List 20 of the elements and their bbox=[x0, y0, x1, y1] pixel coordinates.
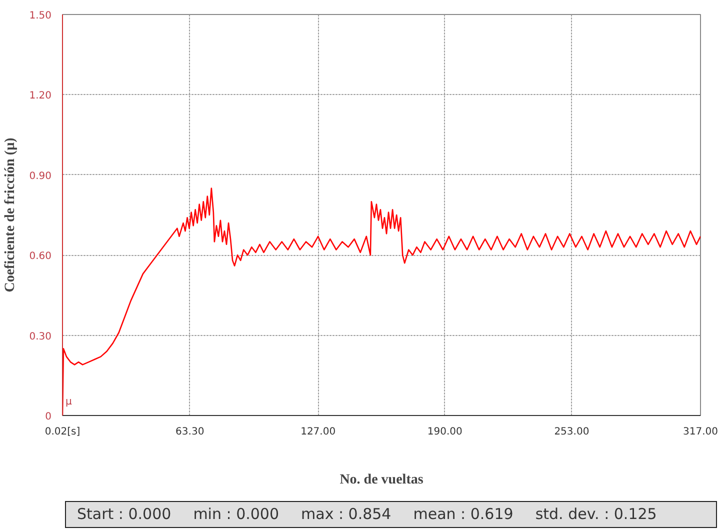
text: mean : 0.619 bbox=[413, 505, 514, 523]
y-tick-label: 0.30 bbox=[29, 331, 52, 342]
text: std. dev. : 0.125 bbox=[535, 505, 657, 523]
x-tick-label: 253.00 bbox=[554, 426, 590, 438]
y-tick-label: 0.60 bbox=[29, 251, 52, 262]
text: min : 0.000 bbox=[193, 505, 280, 523]
y-tick-label: 0 bbox=[45, 412, 52, 422]
x-tick-label: 190.00 bbox=[427, 426, 462, 438]
x-tick-label: 0.02[s] bbox=[44, 426, 80, 438]
x-axis-title: No. de vueltas bbox=[340, 472, 424, 488]
y-tick-label: 0.90 bbox=[29, 170, 52, 182]
text: Start : 0.000 bbox=[77, 505, 172, 523]
text: max : 0.854 bbox=[301, 505, 392, 523]
x-tick-label: 127.00 bbox=[300, 426, 336, 438]
annotation: µ bbox=[66, 396, 72, 408]
y-axis-title: Coeficiente de fricción (µ) bbox=[3, 137, 18, 292]
x-tick-label: 63.30 bbox=[176, 426, 204, 438]
y-tick-label: 1.20 bbox=[29, 90, 52, 102]
y-tick-label: 1.50 bbox=[29, 10, 52, 22]
x-tick-label: 317.00 bbox=[683, 426, 718, 438]
